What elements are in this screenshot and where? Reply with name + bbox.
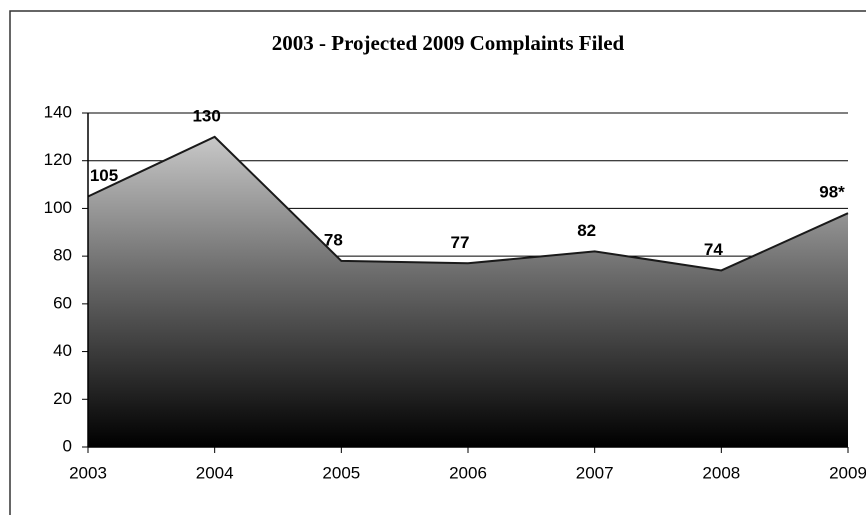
x-tick-label: 2005 [322,463,360,482]
data-label: 105 [90,166,118,185]
x-tick-label: 2007 [576,463,614,482]
chart-title: 2003 - Projected 2009 Complaints Filed [272,31,625,55]
x-tick-label: 2008 [702,463,740,482]
y-tick-label: 100 [44,198,72,217]
y-tick-label: 60 [53,293,72,312]
x-tick-label: 2003 [69,463,107,482]
data-label: 98* [819,183,845,202]
y-tick-label: 140 [44,102,72,121]
x-tick-label: 2009 [829,463,866,482]
area [88,136,848,447]
data-label: 82 [577,221,596,240]
data-label: 74 [704,240,723,259]
y-tick-label: 20 [53,389,72,408]
y-tick-label: 80 [53,246,72,265]
data-label: 130 [192,106,220,125]
x-tick-label: 2004 [196,463,234,482]
x-tick-label: 2006 [449,463,487,482]
area-line [87,135,849,272]
y-tick-label: 120 [44,150,72,169]
data-label: 78 [324,230,343,249]
frame [9,10,866,515]
y-tick-label: 40 [53,341,72,360]
data-label: 77 [451,233,470,252]
y-tick-label: 0 [63,436,72,455]
